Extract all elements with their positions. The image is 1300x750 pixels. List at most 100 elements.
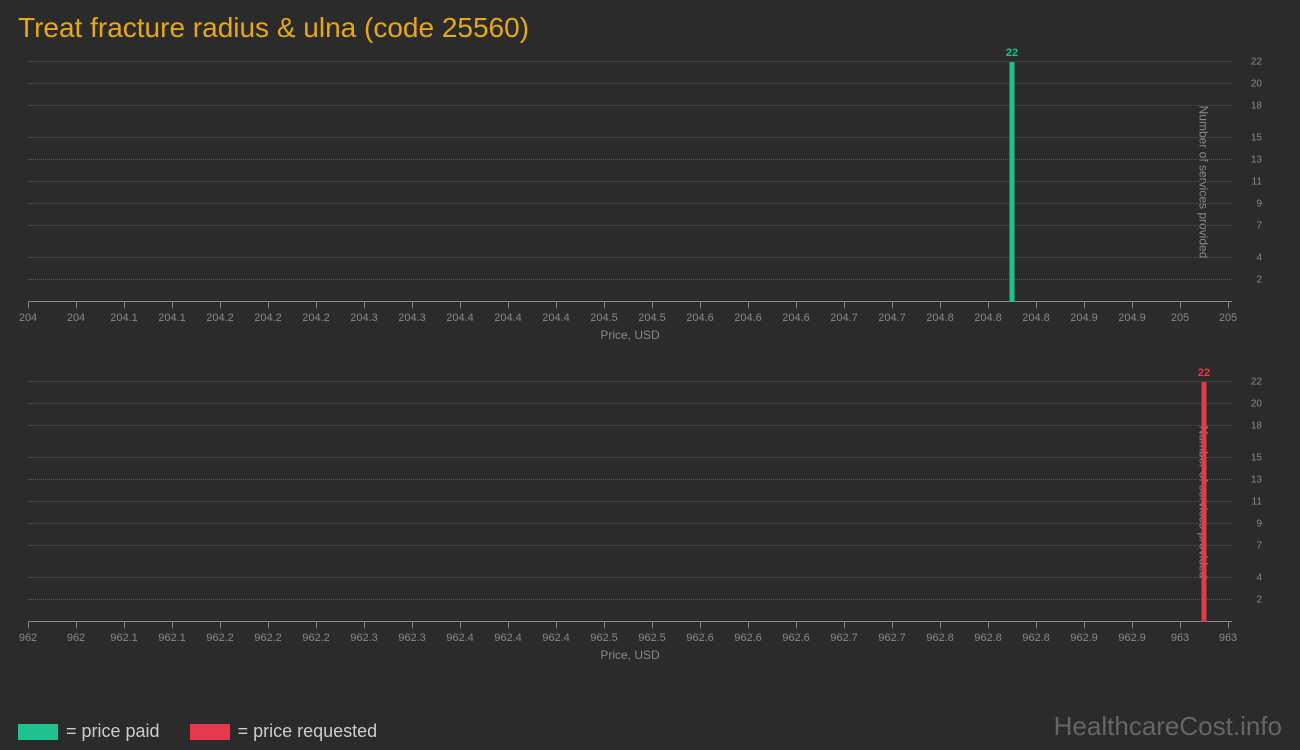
x-tick: [412, 302, 413, 308]
x-tick-label: 204.5: [638, 312, 666, 324]
x-tick: [556, 622, 557, 628]
x-tick-label: 204.1: [110, 312, 138, 324]
y-tick-label: 4: [1256, 573, 1262, 584]
x-tick: [364, 622, 365, 628]
x-tick-label: 962.8: [974, 632, 1002, 644]
plot-area-bottom: Price, USD Number of services provided 2…: [28, 382, 1232, 622]
x-tick: [940, 622, 941, 628]
page-title: Treat fracture radius & ulna (code 25560…: [0, 0, 1300, 44]
x-tick: [796, 622, 797, 628]
x-tick: [412, 622, 413, 628]
y-tick-label: 11: [1252, 497, 1262, 508]
x-tick: [1036, 622, 1037, 628]
x-tick: [844, 302, 845, 308]
x-tick: [604, 622, 605, 628]
y-tick-label: 18: [1251, 100, 1262, 111]
x-tick: [652, 622, 653, 628]
legend-label-paid: = price paid: [66, 721, 160, 742]
x-tick-label: 204.6: [734, 312, 762, 324]
x-tick: [844, 622, 845, 628]
gridline: [28, 105, 1232, 106]
x-tick-label: 204.4: [494, 312, 522, 324]
x-tick-label: 204.8: [926, 312, 954, 324]
x-tick: [796, 302, 797, 308]
gridline: [28, 501, 1232, 502]
x-tick-label: 962.5: [590, 632, 618, 644]
x-tick: [28, 302, 29, 308]
x-tick: [460, 302, 461, 308]
x-tick: [1084, 302, 1085, 308]
y-tick-label: 9: [1256, 198, 1262, 209]
x-tick-label: 204.4: [446, 312, 474, 324]
bar-value-label: 22: [1198, 367, 1210, 379]
y-tick-label: 9: [1256, 518, 1262, 529]
legend-item-paid: = price paid: [18, 721, 160, 742]
x-tick: [1228, 302, 1229, 308]
gridline: [28, 203, 1232, 204]
x-tick: [172, 302, 173, 308]
x-tick: [604, 302, 605, 308]
x-tick: [76, 622, 77, 628]
x-tick: [700, 302, 701, 308]
gridline: [28, 523, 1232, 524]
x-tick: [1036, 302, 1037, 308]
x-tick-label: 204.9: [1070, 312, 1098, 324]
y-tick-label: 20: [1251, 78, 1262, 89]
x-tick: [220, 622, 221, 628]
x-tick: [460, 622, 461, 628]
x-tick: [364, 302, 365, 308]
y-tick-label: 15: [1251, 133, 1262, 144]
x-tick-label: 204: [67, 312, 85, 324]
x-tick-label: 962.4: [542, 632, 570, 644]
x-tick-label: 963: [1171, 632, 1189, 644]
x-tick: [316, 622, 317, 628]
x-axis-label: Price, USD: [600, 328, 659, 342]
x-tick-label: 962.8: [926, 632, 954, 644]
legend-label-requested: = price requested: [238, 721, 378, 742]
y-tick-label: 4: [1256, 253, 1262, 264]
y-axis-label: Number of services provided: [1197, 106, 1211, 259]
gridline: [28, 159, 1232, 160]
gridline: [28, 545, 1232, 546]
gridline: [28, 137, 1232, 138]
gridline: [28, 599, 1232, 600]
x-tick-label: 962.1: [158, 632, 186, 644]
gridline: [28, 381, 1232, 382]
x-tick-label: 962.6: [686, 632, 714, 644]
x-tick-label: 204.1: [158, 312, 186, 324]
x-tick: [988, 622, 989, 628]
x-tick: [1180, 622, 1181, 628]
gridline: [28, 257, 1232, 258]
x-axis-label: Price, USD: [600, 648, 659, 662]
x-tick-label: 204.5: [590, 312, 618, 324]
x-tick-label: 205: [1219, 312, 1237, 324]
chart-panel-bottom: Price, USD Number of services provided 2…: [18, 372, 1282, 682]
x-tick-label: 962.5: [638, 632, 666, 644]
y-tick-label: 7: [1256, 220, 1262, 231]
x-tick-label: 204.3: [398, 312, 426, 324]
x-tick: [748, 622, 749, 628]
y-tick-label: 18: [1251, 420, 1262, 431]
y-tick-label: 22: [1251, 377, 1262, 388]
x-tick-label: 962.3: [350, 632, 378, 644]
charts-container: Price, USD Number of services provided 2…: [0, 44, 1300, 682]
x-tick: [748, 302, 749, 308]
x-tick-label: 204.8: [1022, 312, 1050, 324]
x-tick: [700, 622, 701, 628]
x-tick-label: 205: [1171, 312, 1189, 324]
x-tick: [268, 622, 269, 628]
watermark: HealthcareCost.info: [1054, 711, 1282, 742]
x-tick: [508, 622, 509, 628]
x-tick: [892, 622, 893, 628]
x-tick-label: 962: [19, 632, 37, 644]
x-tick-label: 962.2: [302, 632, 330, 644]
x-tick: [892, 302, 893, 308]
x-tick: [172, 622, 173, 628]
x-tick: [316, 302, 317, 308]
gridline: [28, 61, 1232, 62]
x-tick: [1228, 622, 1229, 628]
x-tick-label: 962.8: [1022, 632, 1050, 644]
x-tick-label: 962.7: [878, 632, 906, 644]
y-tick-label: 11: [1252, 177, 1262, 188]
x-tick-label: 204.7: [830, 312, 858, 324]
